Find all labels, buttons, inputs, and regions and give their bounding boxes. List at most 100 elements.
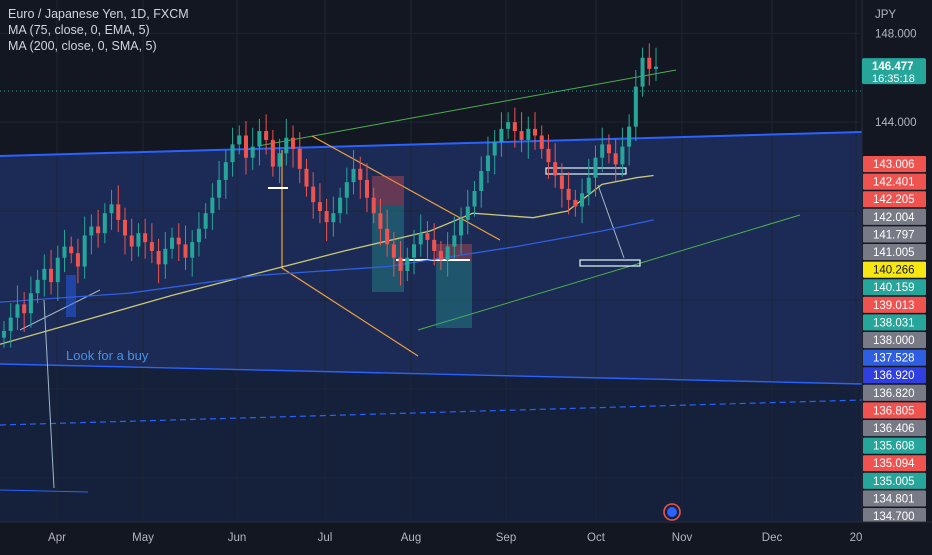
candle-body [62, 246, 67, 258]
candle-body [109, 204, 114, 214]
price-label-tag [863, 261, 926, 278]
event-marker-icon[interactable] [663, 503, 681, 521]
candle-body [8, 317, 13, 331]
candle-body [96, 226, 101, 234]
candle-body [425, 233, 430, 240]
dashed-trendline [0, 399, 863, 426]
candle-body [196, 228, 201, 243]
price-label-tag [863, 490, 926, 507]
indicator-ema[interactable]: MA (75, close, 0, EMA, 5) [8, 23, 150, 37]
price-label-tag [863, 367, 926, 384]
price-label-value: 134.801 [873, 493, 915, 505]
grid-lines [0, 0, 860, 522]
candle-body [143, 233, 148, 243]
buy-zone-box-2 [436, 262, 472, 328]
price-label-value: 142.004 [873, 212, 915, 224]
candle-body [203, 213, 208, 229]
time-tick-label: Oct [587, 532, 606, 544]
candle-body [492, 142, 497, 156]
price-label-tag [863, 244, 926, 261]
time-tick-label: 20 [850, 532, 863, 544]
price-tick-label: 144.000 [875, 117, 917, 129]
candle-body [432, 239, 437, 252]
candle-body [465, 206, 470, 220]
candle-body [210, 197, 215, 214]
candle-body [149, 242, 154, 252]
time-tick-label: Apr [48, 532, 66, 544]
candle-body [405, 257, 410, 271]
price-label-value: 137.528 [873, 353, 915, 365]
candle-body [284, 137, 289, 154]
ema-line [0, 174, 654, 345]
wedge-bottom [281, 150, 419, 357]
candle-body [532, 128, 538, 136]
price-label-value: 140.159 [873, 282, 915, 294]
price-label-value: 139.013 [873, 300, 915, 312]
candle-body [378, 213, 383, 229]
candle-body [89, 226, 94, 236]
candle-body [183, 244, 188, 258]
price-label-tag [863, 437, 926, 454]
candle-body [217, 179, 222, 198]
price-label-tag [863, 173, 926, 190]
price-label-tag [863, 332, 926, 349]
candle-body [170, 237, 175, 249]
price-label-tag [863, 208, 926, 225]
wedge-top [311, 135, 501, 241]
symbol-title: Euro / Japanese Yen, 1D, FXCM [8, 7, 189, 21]
candle-body [116, 204, 121, 220]
price-label-value: 135.094 [873, 458, 915, 470]
candle-body [452, 235, 457, 247]
candle-body [633, 86, 638, 127]
candle-body [364, 179, 369, 198]
candle-body [559, 175, 564, 189]
candle-body [317, 202, 322, 212]
candle-body [82, 235, 87, 267]
candle-body [398, 257, 403, 271]
candle-body [472, 191, 477, 207]
time-tick-label: May [132, 532, 154, 544]
price-label-value: 138.031 [873, 317, 915, 329]
price-label-value: 136.920 [873, 370, 915, 382]
candle-body [28, 293, 33, 314]
support-trendline [0, 363, 863, 385]
candle-body [264, 131, 269, 140]
candle-body [237, 135, 242, 145]
candle-body [566, 188, 571, 200]
price-label-value: 136.406 [873, 423, 915, 435]
indicator-sma[interactable]: MA (200, close, 0, SMA, 5) [8, 39, 157, 53]
candle-body [311, 186, 316, 203]
price-label-value: 135.608 [873, 441, 915, 453]
candle-body [338, 197, 343, 214]
price-label-value: 142.205 [873, 194, 915, 206]
candle-body [606, 144, 611, 154]
channel-bottom-line [417, 214, 801, 331]
candle-body [270, 139, 275, 167]
candle-body [613, 153, 618, 165]
candle-body [49, 268, 54, 283]
level-box-2 [579, 259, 641, 267]
candle-body [573, 199, 578, 207]
candle-body [297, 148, 302, 169]
price-label-tag [863, 402, 926, 419]
candle-body [640, 57, 645, 87]
candle-body [412, 244, 417, 258]
price-label-tag [863, 314, 926, 331]
candle-body [55, 257, 60, 283]
level-box-1 [545, 167, 627, 175]
candle-body [586, 177, 591, 194]
price-label-tag [863, 296, 926, 313]
price-label-value: 141.797 [873, 229, 915, 241]
candle-body [35, 279, 40, 294]
range-zone-lower [0, 364, 862, 522]
candle-body [580, 193, 585, 207]
channel-top-line [257, 69, 677, 147]
candle-body [250, 146, 255, 158]
candle-body [553, 162, 558, 176]
price-countdown: 16:35:18 [872, 73, 915, 85]
arrow-line-2 [597, 184, 625, 259]
candle-body [418, 233, 423, 245]
price-label-tag [863, 508, 926, 525]
